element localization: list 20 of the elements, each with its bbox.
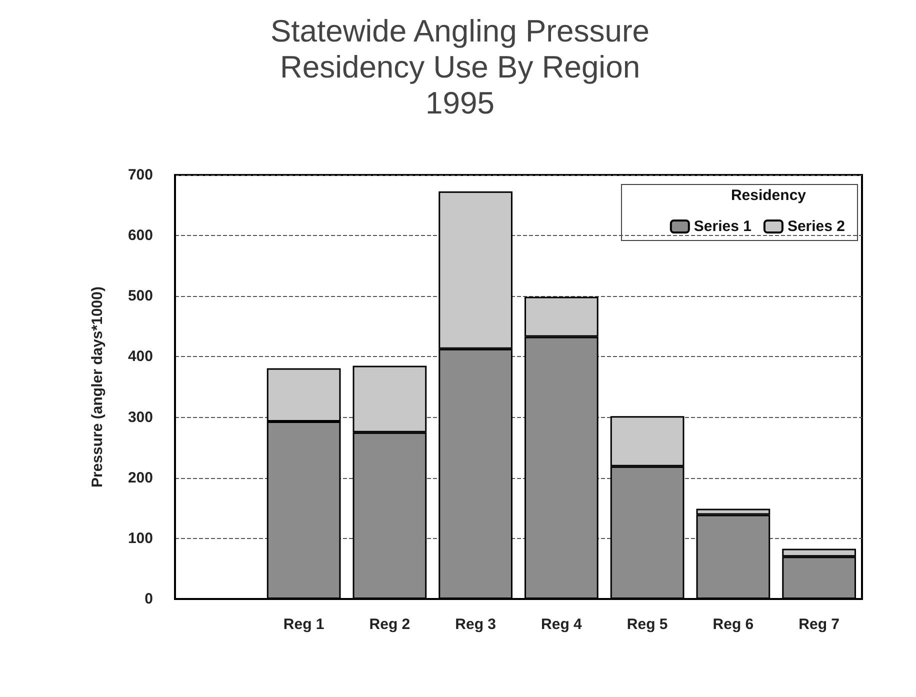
y-axis-title: Pressure (angler days*1000)	[89, 286, 106, 488]
x-tick-label: Reg 5	[626, 616, 668, 633]
x-tick-label: Reg 3	[455, 616, 496, 633]
x-tick-label: Reg 7	[798, 616, 840, 633]
chart-title: Statewide Angling Pressure Residency Use By Region 1995	[270, 14, 650, 120]
y-tick-label: 500	[128, 288, 153, 305]
legend-label: Series 2	[787, 218, 845, 235]
x-tick-label: Reg 6	[712, 616, 754, 633]
y-tick-label: 0	[144, 590, 153, 608]
x-tick-label: Reg 1	[283, 616, 324, 633]
x-tick-label: Reg 2	[369, 616, 410, 633]
x-tick-label: Reg 4	[541, 616, 583, 633]
y-tick-label: 400	[128, 348, 153, 366]
legend-title: Residency	[730, 187, 807, 204]
y-tick-label: 300	[128, 408, 153, 426]
y-tick-label: 200	[128, 469, 153, 486]
y-tick-label: 700	[128, 166, 153, 184]
y-tick-label: 100	[128, 530, 153, 547]
legend-label: Series 1	[694, 218, 752, 235]
y-tick-label: 600	[128, 227, 153, 244]
